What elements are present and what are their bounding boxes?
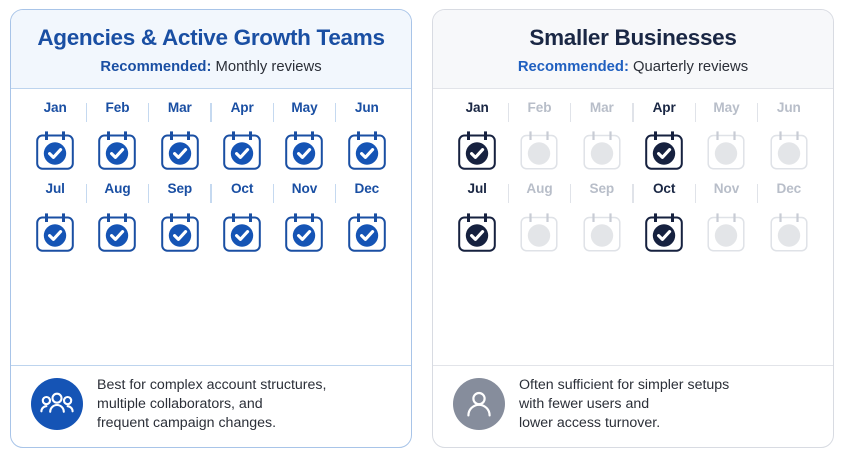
month-cell-oct[interactable]: Oct xyxy=(210,181,273,255)
panel-smaller-businesses: Smaller Businesses Recommended: Quarterly… xyxy=(432,9,834,448)
panel-note-text: Often sufficient for simpler setups with… xyxy=(519,376,730,431)
month-label: Sep xyxy=(167,181,193,197)
month-cell-jun[interactable]: Jun xyxy=(335,99,398,174)
calendar-empty-icon xyxy=(516,209,562,255)
month-label: Jul xyxy=(45,181,65,197)
month-label: Nov xyxy=(713,181,740,197)
calendar-check-icon xyxy=(157,209,203,255)
month-cell-mar[interactable]: Mar xyxy=(570,99,633,174)
month-cell-sep[interactable]: Sep xyxy=(148,181,211,255)
month-cell-nov[interactable]: Nov xyxy=(272,181,335,255)
calendar-check-icon xyxy=(281,127,327,173)
month-cell-may[interactable]: May xyxy=(272,99,335,174)
month-label: Feb xyxy=(527,99,552,115)
calendar-empty-icon xyxy=(766,127,812,173)
panel-title: Smaller Businesses xyxy=(529,25,737,50)
month-label: Jan xyxy=(465,99,489,115)
recommendation-value: Monthly reviews xyxy=(215,58,322,75)
month-label: Apr xyxy=(652,99,676,115)
calendar-check-icon xyxy=(94,127,140,173)
month-label: Jul xyxy=(467,181,487,197)
recommendation-line: Recommended: Quarterly reviews xyxy=(447,59,819,75)
calendar-check-icon xyxy=(344,209,390,255)
calendar-empty-icon xyxy=(579,127,625,173)
month-label: Mar xyxy=(589,99,614,115)
month-label: Nov xyxy=(291,181,318,197)
month-row: Jan Feb Mar Apr May Jun xyxy=(24,101,398,174)
month-cell-apr[interactable]: Apr xyxy=(210,99,273,174)
calendar-empty-icon xyxy=(579,209,625,255)
month-label: Aug xyxy=(104,181,131,197)
month-cell-jan[interactable]: Jan xyxy=(446,101,508,174)
calendar-check-icon xyxy=(454,127,500,173)
single-person-icon xyxy=(453,378,505,431)
month-cell-oct[interactable]: Oct xyxy=(632,181,695,255)
month-cell-feb[interactable]: Feb xyxy=(507,99,570,174)
calendar-check-icon xyxy=(454,209,500,255)
month-cell-jul[interactable]: Jul xyxy=(446,182,508,255)
calendar-check-icon xyxy=(641,209,687,255)
month-cell-dec[interactable]: Dec xyxy=(757,181,820,255)
calendar-empty-icon xyxy=(703,127,749,173)
recommendation-label: Recommended: xyxy=(100,58,212,75)
month-label: Feb xyxy=(105,99,130,115)
group-of-people-icon xyxy=(31,378,83,431)
month-cell-dec[interactable]: Dec xyxy=(335,181,398,255)
recommendation-line: Recommended: Monthly reviews xyxy=(25,59,397,75)
calendar-empty-icon xyxy=(766,209,812,255)
recommendation-label: Recommended: xyxy=(517,58,629,75)
calendar-check-icon xyxy=(344,127,390,173)
month-label: Oct xyxy=(652,181,676,197)
month-label: May xyxy=(713,99,740,115)
recommendation-value: Quarterly reviews xyxy=(633,58,749,75)
month-label: May xyxy=(291,99,318,115)
panel-agencies: Agencies & Active Growth Teams Recommende… xyxy=(10,9,412,448)
month-label: Dec xyxy=(354,181,380,197)
month-grid: Jan Feb Mar Apr May Jun Jul Aug Sep Oct Nov Dec xyxy=(11,89,411,365)
month-label: Jan xyxy=(43,99,67,115)
month-row: Jul Aug Sep Oct Nov Dec xyxy=(446,182,820,255)
calendar-empty-icon xyxy=(703,209,749,255)
calendar-check-icon xyxy=(94,209,140,255)
month-cell-aug[interactable]: Aug xyxy=(85,181,148,255)
month-label: Dec xyxy=(776,181,802,197)
month-grid: Jan Feb Mar Apr May Jun Jul Aug Sep Oct Nov Dec xyxy=(433,89,833,365)
panel-header: Smaller Businesses Recommended: Quarterly… xyxy=(433,10,833,89)
calendar-empty-icon xyxy=(516,127,562,173)
month-label: Jun xyxy=(776,99,801,115)
month-cell-mar[interactable]: Mar xyxy=(148,99,211,174)
month-cell-jul[interactable]: Jul xyxy=(24,182,86,255)
month-label: Oct xyxy=(230,181,254,197)
calendar-check-icon xyxy=(32,127,78,173)
month-row: Jul Aug Sep Oct Nov Dec xyxy=(24,182,398,255)
month-cell-jan[interactable]: Jan xyxy=(24,101,86,174)
month-label: Jun xyxy=(354,99,379,115)
calendar-check-icon xyxy=(219,209,265,255)
month-row: Jan Feb Mar Apr May Jun xyxy=(446,101,820,174)
month-label: Aug xyxy=(526,181,553,197)
panel-note: Best for complex account structures, mul… xyxy=(11,364,411,447)
calendar-check-icon xyxy=(641,127,687,173)
panel-note-text: Best for complex account structures, mul… xyxy=(97,376,327,431)
month-cell-feb[interactable]: Feb xyxy=(85,99,148,174)
panel-title: Agencies & Active Growth Teams xyxy=(37,25,385,50)
month-cell-apr[interactable]: Apr xyxy=(632,99,695,174)
month-cell-aug[interactable]: Aug xyxy=(507,181,570,255)
month-cell-nov[interactable]: Nov xyxy=(694,181,757,255)
calendar-check-icon xyxy=(32,209,78,255)
month-cell-jun[interactable]: Jun xyxy=(757,99,820,174)
calendar-check-icon xyxy=(219,127,265,173)
calendar-check-icon xyxy=(157,127,203,173)
month-label: Apr xyxy=(230,99,254,115)
month-cell-may[interactable]: May xyxy=(694,99,757,174)
month-cell-sep[interactable]: Sep xyxy=(570,181,633,255)
panel-note: Often sufficient for simpler setups with… xyxy=(433,364,833,447)
month-label: Mar xyxy=(167,99,192,115)
panel-header: Agencies & Active Growth Teams Recommende… xyxy=(11,10,411,89)
month-label: Sep xyxy=(589,181,615,197)
calendar-check-icon xyxy=(281,209,327,255)
